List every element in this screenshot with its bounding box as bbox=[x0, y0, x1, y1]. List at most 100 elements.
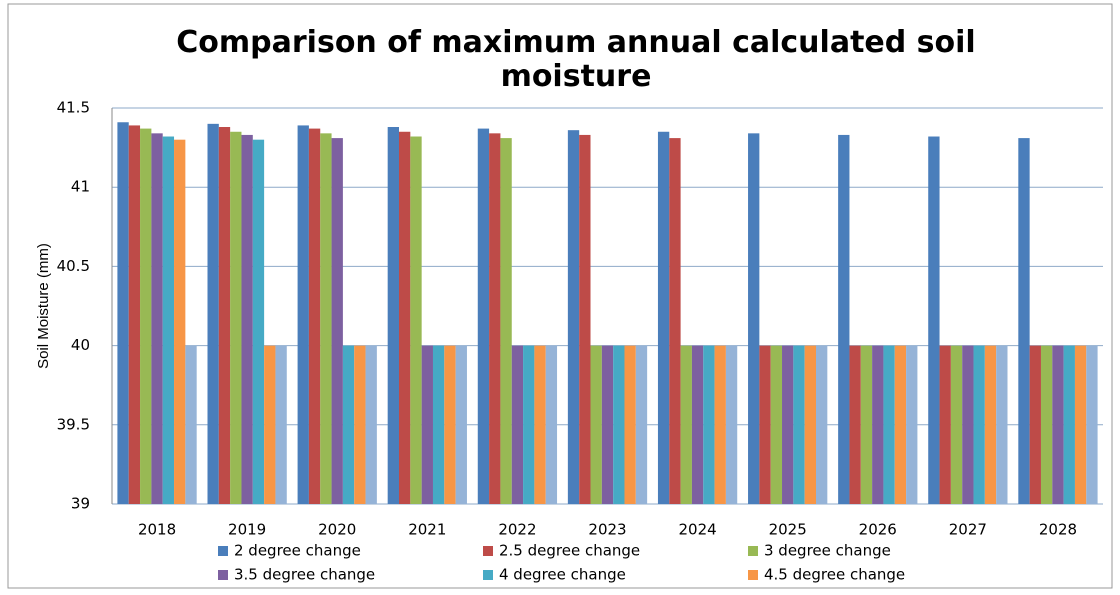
bar bbox=[669, 138, 681, 504]
bar bbox=[624, 345, 636, 504]
bar bbox=[1040, 345, 1053, 504]
bar bbox=[230, 131, 242, 504]
bar bbox=[601, 345, 614, 504]
bar bbox=[714, 345, 726, 504]
bar bbox=[691, 345, 704, 504]
y-tick-label: 41 bbox=[71, 178, 90, 196]
y-tick-label: 40.5 bbox=[57, 257, 90, 275]
legend-swatch bbox=[218, 570, 228, 580]
legend-label: 3.5 degree change bbox=[234, 566, 375, 584]
bar bbox=[320, 133, 332, 504]
x-tick-label: 2018 bbox=[138, 521, 176, 539]
bar bbox=[331, 138, 343, 504]
bar bbox=[399, 131, 411, 504]
bar bbox=[523, 345, 535, 504]
bar bbox=[275, 345, 287, 504]
bar bbox=[128, 125, 141, 504]
bar bbox=[759, 345, 771, 504]
bar bbox=[973, 345, 985, 504]
y-tick-label: 39.5 bbox=[57, 415, 90, 433]
bar bbox=[174, 139, 186, 504]
bar bbox=[613, 345, 625, 504]
bar bbox=[365, 345, 377, 504]
bar bbox=[950, 345, 963, 504]
bar bbox=[782, 345, 794, 504]
x-tick-label: 2025 bbox=[769, 521, 807, 539]
bar bbox=[455, 345, 467, 504]
bar bbox=[354, 345, 366, 504]
legend-swatch bbox=[748, 546, 758, 556]
bar bbox=[996, 345, 1008, 504]
x-tick-label: 2023 bbox=[588, 521, 626, 539]
bar bbox=[1074, 345, 1087, 504]
x-tick-label: 2028 bbox=[1039, 521, 1077, 539]
legend-label: 4 degree change bbox=[499, 566, 626, 584]
y-tick-label: 39 bbox=[71, 495, 90, 513]
x-tick-label: 2024 bbox=[678, 521, 716, 539]
x-tick-label: 2026 bbox=[859, 521, 897, 539]
bar bbox=[162, 136, 175, 504]
bar bbox=[410, 136, 422, 504]
y-axis-label: Soil Moisture (mm) bbox=[35, 243, 52, 369]
bar bbox=[140, 128, 152, 505]
legend-label: 2.5 degree change bbox=[499, 542, 640, 560]
legend-swatch bbox=[748, 570, 758, 580]
bar bbox=[770, 345, 783, 504]
bar bbox=[342, 345, 355, 504]
y-tick-label: 40 bbox=[71, 336, 90, 354]
bar bbox=[984, 345, 997, 504]
bar bbox=[151, 133, 163, 504]
bar bbox=[1029, 345, 1041, 504]
legend-swatch bbox=[218, 546, 228, 556]
bar bbox=[500, 138, 512, 504]
legend-label: 2 degree change bbox=[234, 542, 361, 560]
bar bbox=[657, 131, 670, 504]
bar bbox=[579, 134, 591, 505]
bar bbox=[860, 345, 873, 504]
bar bbox=[872, 345, 884, 504]
bar bbox=[703, 345, 715, 504]
bar bbox=[748, 133, 760, 504]
bar bbox=[117, 122, 129, 505]
bar bbox=[1063, 345, 1075, 504]
bar bbox=[185, 345, 197, 504]
bar bbox=[297, 125, 309, 504]
chart-title: Comparison of maximum annual calculated … bbox=[176, 25, 975, 94]
bar bbox=[793, 345, 805, 504]
bar bbox=[264, 345, 276, 504]
x-tick-label: 2022 bbox=[498, 521, 536, 539]
bar bbox=[815, 345, 828, 504]
bar bbox=[308, 128, 321, 505]
bar bbox=[1052, 345, 1064, 504]
bar bbox=[849, 345, 861, 504]
legend-swatch bbox=[483, 546, 493, 556]
bar bbox=[444, 345, 456, 504]
bar bbox=[894, 345, 907, 504]
bar bbox=[567, 130, 580, 504]
legend-swatch bbox=[483, 570, 493, 580]
bar bbox=[804, 345, 816, 504]
bar bbox=[635, 345, 648, 504]
bar bbox=[906, 345, 918, 504]
legend-label: 3 degree change bbox=[764, 542, 891, 560]
bar bbox=[1018, 138, 1030, 504]
x-tick-label: 2027 bbox=[949, 521, 987, 539]
bar bbox=[883, 345, 895, 504]
bar bbox=[534, 345, 546, 504]
x-tick-label: 2020 bbox=[318, 521, 356, 539]
bar bbox=[218, 127, 231, 505]
bar bbox=[928, 136, 940, 504]
bar bbox=[207, 123, 219, 504]
bar bbox=[387, 127, 400, 505]
bar bbox=[432, 345, 445, 504]
legend-label: 4.5 degree change bbox=[764, 566, 905, 584]
bar bbox=[421, 345, 433, 504]
x-tick-label: 2019 bbox=[228, 521, 266, 539]
bar bbox=[489, 133, 501, 504]
bar bbox=[590, 345, 602, 504]
y-tick-label: 41.5 bbox=[57, 99, 90, 117]
bar bbox=[252, 139, 265, 504]
bar bbox=[939, 345, 951, 504]
bar bbox=[477, 128, 490, 505]
